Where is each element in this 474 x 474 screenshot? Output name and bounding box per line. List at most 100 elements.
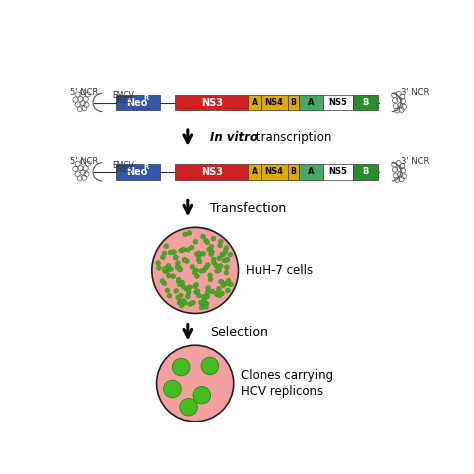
Circle shape xyxy=(211,257,216,262)
Circle shape xyxy=(156,261,161,265)
Circle shape xyxy=(199,269,204,273)
Circle shape xyxy=(166,264,171,268)
Circle shape xyxy=(176,295,181,300)
Circle shape xyxy=(201,294,206,299)
Bar xyxy=(261,95,288,110)
Circle shape xyxy=(202,297,207,301)
Bar xyxy=(261,164,288,180)
Circle shape xyxy=(201,268,206,273)
Circle shape xyxy=(205,240,210,245)
Circle shape xyxy=(197,253,201,257)
Circle shape xyxy=(191,300,195,305)
Circle shape xyxy=(209,252,213,256)
Text: B: B xyxy=(291,98,296,107)
Circle shape xyxy=(173,255,178,260)
Circle shape xyxy=(162,281,167,286)
Circle shape xyxy=(210,289,215,294)
Text: Selection: Selection xyxy=(210,326,268,339)
Circle shape xyxy=(219,280,224,284)
Circle shape xyxy=(215,291,219,295)
Circle shape xyxy=(219,291,224,296)
Circle shape xyxy=(200,304,205,309)
Text: R: R xyxy=(144,95,149,101)
Circle shape xyxy=(204,301,209,306)
Bar xyxy=(323,164,353,180)
Circle shape xyxy=(217,256,222,261)
Circle shape xyxy=(187,285,192,290)
Text: NS4: NS4 xyxy=(264,167,283,176)
Bar xyxy=(353,95,378,110)
Circle shape xyxy=(174,289,179,293)
Text: IRES: IRES xyxy=(115,165,132,174)
Circle shape xyxy=(217,268,221,273)
Circle shape xyxy=(224,270,229,275)
Circle shape xyxy=(211,236,216,241)
Bar xyxy=(248,164,261,180)
Bar xyxy=(288,164,299,180)
Circle shape xyxy=(218,243,222,248)
Bar xyxy=(299,164,323,180)
Text: Neo: Neo xyxy=(127,98,148,108)
Bar xyxy=(175,95,248,110)
Circle shape xyxy=(219,264,223,268)
Circle shape xyxy=(199,305,204,310)
Circle shape xyxy=(193,239,198,244)
Circle shape xyxy=(186,288,191,293)
Circle shape xyxy=(182,299,186,303)
Circle shape xyxy=(165,288,170,293)
Circle shape xyxy=(192,270,197,275)
Circle shape xyxy=(172,250,176,255)
Circle shape xyxy=(197,293,201,298)
Circle shape xyxy=(223,249,228,254)
Circle shape xyxy=(166,273,171,278)
Circle shape xyxy=(205,290,210,295)
Circle shape xyxy=(178,266,182,271)
Circle shape xyxy=(178,267,182,272)
Bar xyxy=(323,95,353,110)
Text: HuH-7 cells: HuH-7 cells xyxy=(246,264,313,277)
Circle shape xyxy=(178,293,183,298)
Circle shape xyxy=(215,268,219,273)
Circle shape xyxy=(187,231,192,236)
Text: NS3: NS3 xyxy=(201,167,223,177)
Circle shape xyxy=(221,252,226,256)
Circle shape xyxy=(220,252,225,257)
Circle shape xyxy=(194,268,199,273)
Bar xyxy=(175,164,248,180)
Circle shape xyxy=(189,245,194,250)
Circle shape xyxy=(182,232,187,237)
Circle shape xyxy=(224,265,229,270)
Circle shape xyxy=(195,289,200,293)
Circle shape xyxy=(194,290,199,295)
Circle shape xyxy=(199,301,203,305)
Text: 3' NCR: 3' NCR xyxy=(401,88,429,97)
Text: In vitro: In vitro xyxy=(210,131,258,145)
Text: Transfection: Transfection xyxy=(210,202,286,215)
Text: B: B xyxy=(291,167,296,176)
Circle shape xyxy=(179,248,183,253)
Circle shape xyxy=(156,345,234,422)
Bar xyxy=(288,95,299,110)
Circle shape xyxy=(175,261,180,265)
Text: 3' NCR: 3' NCR xyxy=(401,157,429,166)
Circle shape xyxy=(224,281,229,286)
Circle shape xyxy=(203,238,208,243)
Circle shape xyxy=(180,399,197,416)
Circle shape xyxy=(224,246,229,250)
Circle shape xyxy=(208,273,212,278)
Circle shape xyxy=(169,267,173,272)
Circle shape xyxy=(167,293,172,298)
Circle shape xyxy=(226,288,230,293)
Text: NS3: NS3 xyxy=(201,98,223,108)
Circle shape xyxy=(178,299,183,304)
Circle shape xyxy=(184,286,189,291)
Circle shape xyxy=(221,283,226,287)
Circle shape xyxy=(181,247,186,252)
Circle shape xyxy=(179,303,184,308)
Circle shape xyxy=(164,266,169,271)
Circle shape xyxy=(175,264,180,269)
Circle shape xyxy=(196,257,201,262)
Circle shape xyxy=(228,252,233,257)
Circle shape xyxy=(164,244,169,248)
Circle shape xyxy=(162,251,167,255)
